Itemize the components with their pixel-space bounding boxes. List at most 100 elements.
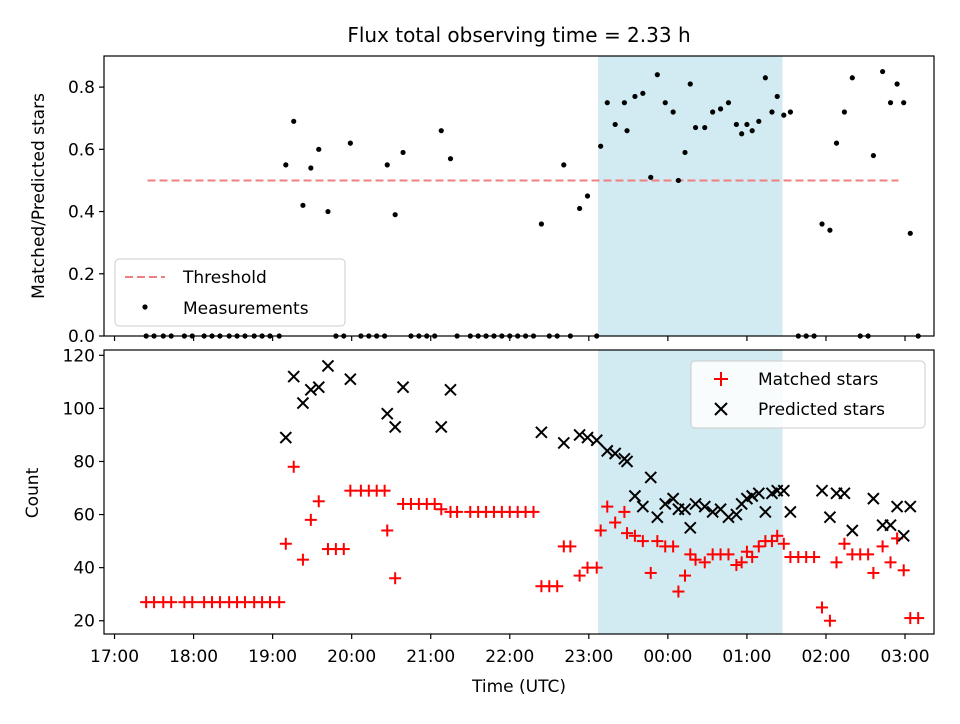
predicted-star-point [644, 471, 657, 484]
matched-star-point [679, 569, 691, 582]
x-tick-label: 21:00 [406, 647, 455, 667]
predicted-star-point [312, 380, 325, 394]
matched-star-point [304, 513, 317, 526]
predicted-star-point [884, 518, 897, 532]
legend-measurements-label: Measurements [183, 299, 309, 319]
predicted-star-point [706, 505, 719, 519]
predicted-stars-series [279, 359, 917, 543]
measurement-point [584, 193, 591, 199]
matched-star-point [867, 566, 880, 579]
matched-stars-series [140, 460, 925, 627]
y-tick-label: 0.2 [68, 265, 95, 285]
highlight-span [598, 56, 783, 336]
matched-star-point [808, 551, 821, 564]
predicted-star-point [689, 497, 702, 511]
predicted-star-point [722, 511, 735, 524]
predicted-star-point [601, 444, 614, 458]
legend-matched-swatch [714, 372, 728, 386]
measurement-point [887, 100, 894, 106]
top-y-ticks: 0.0 0.2 0.4 0.6 0.8 [68, 78, 104, 347]
matched-star-point [312, 495, 325, 508]
predicted-star-point [296, 396, 310, 410]
measurement-point [308, 165, 314, 171]
predicted-star-point [777, 484, 791, 497]
measurement-point [675, 177, 682, 184]
x-tick-label: 18:00 [169, 647, 218, 667]
matched-star-point [830, 556, 843, 569]
y-tick-label: 40 [73, 559, 95, 579]
matched-star-point [378, 484, 391, 497]
measurement-point [833, 140, 840, 146]
matched-star-point [746, 551, 759, 564]
top-legend: Threshold Measurements [114, 258, 346, 327]
matched-star-point [838, 537, 851, 550]
top-y-axis-label: Matched/Predicted stars [29, 93, 49, 299]
matched-star-point [628, 529, 641, 542]
predicted-star-point [388, 420, 402, 434]
bottom-x-ticks: 17:00 18:00 19:00 20:00 21:00 22:00 23:00 00:00… [90, 634, 930, 667]
measurement-point [300, 202, 306, 208]
measurement-point [347, 140, 353, 146]
predicted-star-point [381, 407, 394, 420]
y-tick-label: 0.4 [68, 203, 95, 223]
matched-star-point [644, 566, 657, 579]
legend-measurements-swatch [142, 304, 148, 310]
measurement-point [604, 100, 610, 106]
predicted-star-point [590, 434, 603, 447]
matched-star-point [381, 524, 394, 537]
measurement-point [621, 100, 627, 106]
predicted-star-point [698, 500, 711, 513]
predicted-star-point [628, 489, 642, 503]
matched-star-point [897, 564, 910, 577]
x-tick-label: 20:00 [327, 647, 376, 667]
measurement-point [654, 72, 660, 78]
measurement-point [756, 118, 762, 124]
matched-star-point [698, 556, 711, 569]
predicted-star-point [678, 503, 692, 516]
matched-star-point [389, 572, 402, 585]
matched-star-point [667, 540, 680, 553]
matched-star-point [722, 548, 735, 561]
predicted-star-point [435, 420, 448, 434]
predicted-star-point [659, 497, 672, 511]
legend-predicted-swatch [714, 402, 728, 416]
y-tick-label: 0.8 [68, 78, 95, 98]
bottom-panel: 20 40 60 80 100 120 17:00 18:00 19:00 20:00 21:00… [23, 346, 935, 697]
top-legend-box [114, 258, 346, 327]
matched-star-point [279, 537, 292, 550]
measurement-point [702, 124, 708, 131]
measurement-point [438, 128, 444, 134]
predicted-star-point [666, 492, 680, 505]
measurement-point [447, 156, 454, 162]
y-tick-label: 0.0 [68, 327, 95, 347]
measurement-point [870, 152, 876, 159]
bottom-plot-frame [103, 349, 935, 635]
measurement-point [901, 100, 907, 106]
y-tick-label: 60 [73, 506, 95, 526]
matched-star-point [337, 543, 350, 556]
matched-star-point [609, 516, 622, 529]
predicted-star-point [684, 521, 697, 535]
predicted-star-point [344, 372, 357, 386]
predicted-star-point [608, 447, 622, 460]
measurement-point [577, 205, 583, 212]
bottom-y-axis-label: Count [23, 467, 43, 518]
predicted-star-point [557, 436, 571, 450]
matched-star-point [287, 460, 300, 473]
x-tick-label: 01:00 [722, 647, 771, 667]
matched-star-point [771, 529, 784, 542]
measurement-point [749, 128, 755, 134]
predicted-star-point [279, 431, 293, 444]
predicted-star-point [581, 431, 594, 444]
measurement-point [400, 149, 406, 156]
measurement-point [717, 106, 724, 112]
predicted-star-point [752, 487, 765, 500]
measurement-point [384, 162, 390, 168]
matched-star-point [862, 548, 875, 561]
bottom-legend: Matched stars Predicted stars [690, 360, 926, 429]
bottom-legend-box [690, 360, 926, 429]
matched-star-point [186, 596, 199, 609]
x-tick-label: 22:00 [485, 647, 534, 667]
measurements-series [143, 68, 921, 339]
measurement-point [880, 68, 886, 75]
